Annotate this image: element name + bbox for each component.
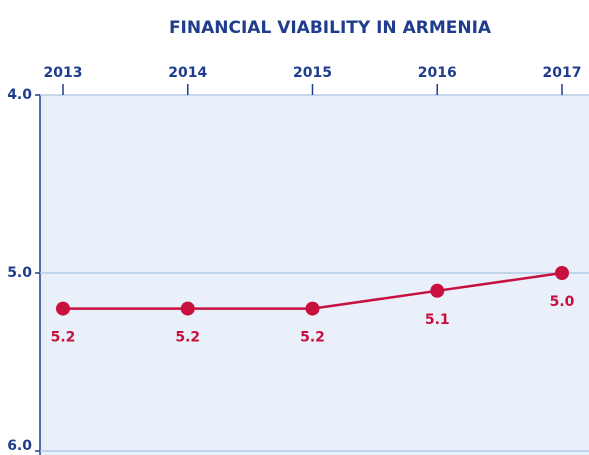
data-label: 5.2 bbox=[175, 330, 200, 346]
x-tick-label: 2017 bbox=[543, 65, 582, 81]
plot-background bbox=[40, 95, 589, 455]
point bbox=[180, 301, 195, 316]
data-label: 5.1 bbox=[425, 312, 450, 328]
point bbox=[56, 301, 70, 316]
x-tick-label: 2013 bbox=[44, 65, 83, 81]
point bbox=[430, 283, 445, 298]
x-tick-label: 2015 bbox=[293, 65, 332, 81]
data-label: 5.2 bbox=[51, 330, 76, 346]
data-label: 5.0 bbox=[550, 294, 575, 310]
x-tick-label: 2014 bbox=[168, 65, 207, 81]
y-tick-label: 5.0 bbox=[7, 265, 32, 281]
data-label: 5.2 bbox=[300, 330, 325, 346]
x-tick-label: 2016 bbox=[418, 65, 457, 81]
chart-title: FINANCIAL VIABILITY IN ARMENIA bbox=[169, 18, 492, 38]
point bbox=[305, 301, 320, 316]
y-tick-label: 4.0 bbox=[7, 87, 32, 103]
point bbox=[555, 266, 569, 280]
y-tick-label: 6.0 bbox=[7, 438, 32, 454]
